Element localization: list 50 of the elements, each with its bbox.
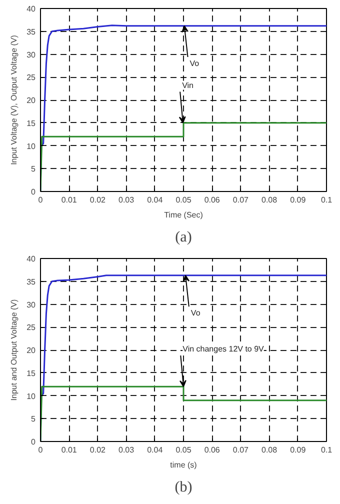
y-tick-label: 10	[26, 392, 36, 401]
x-tick-label: 0.1	[320, 446, 333, 454]
y-tick-label: 40	[26, 4, 36, 14]
x-axis-title: time (s)	[170, 460, 198, 470]
y-axis-title: Input and Output Voltage (V)	[10, 298, 19, 401]
text: (a)	[175, 230, 192, 246]
y-tick-label: 10	[26, 142, 36, 151]
y-tick-label: 40	[26, 254, 36, 264]
x-tick-label: 0.06	[204, 446, 220, 454]
y-tick-label: 35	[26, 277, 36, 286]
y-tick-label: 30	[26, 50, 36, 60]
y-axis-title: Input Voltage (V), Output Voltage (V)	[10, 34, 19, 165]
x-tick-label: 0.02	[90, 196, 106, 204]
x-tick-label: 0.09	[290, 196, 306, 204]
x-tick-label: 0.08	[262, 196, 278, 204]
x-tick-label: 0.07	[232, 446, 250, 454]
x-tick-label: 0.06	[204, 196, 220, 204]
x-tick-label: 0.1	[320, 196, 333, 204]
annotation: Vin changes 12V to 9V	[182, 344, 265, 354]
x-tick-label: 0.02	[90, 446, 106, 454]
y-tick-label: 25	[26, 73, 36, 82]
y-tick-label: 25	[26, 323, 36, 332]
y-tick-label: 15	[26, 368, 36, 378]
annotation: Vo	[190, 58, 200, 68]
y-tick-label: 20	[26, 96, 36, 105]
y-tick-label: 0	[31, 438, 36, 446]
x-tick-label: 0.08	[262, 446, 278, 454]
y-tick-label: 15	[26, 118, 36, 128]
text: (b)	[174, 480, 192, 496]
x-tick-label: 0.03	[118, 196, 135, 204]
y-tick-label: 20	[26, 346, 36, 355]
x-tick-label: 0.04	[147, 196, 164, 204]
x-tick-label: 0.01	[61, 446, 78, 454]
x-tick-label: 0	[38, 196, 44, 204]
y-tick-label: 5	[31, 414, 36, 424]
y-tick-label: 0	[31, 188, 36, 196]
x-axis-title: Time (Sec)	[164, 210, 204, 220]
x-tick-label: 0.09	[290, 446, 306, 454]
x-tick-label: 0.01	[61, 196, 78, 204]
x-tick-label: 0.04	[147, 446, 164, 454]
y-tick-label: 5	[31, 164, 36, 174]
x-tick-label: 0.03	[118, 446, 135, 454]
x-tick-label: 0	[38, 446, 44, 454]
annotation: Vin	[182, 80, 194, 90]
x-tick-label: 0.05	[176, 196, 192, 204]
x-tick-label: 0.07	[232, 196, 250, 204]
x-tick-label: 0.05	[176, 446, 192, 454]
y-tick-label: 30	[26, 300, 36, 310]
annotation: Vo	[190, 308, 201, 318]
y-tick-label: 35	[26, 27, 36, 36]
